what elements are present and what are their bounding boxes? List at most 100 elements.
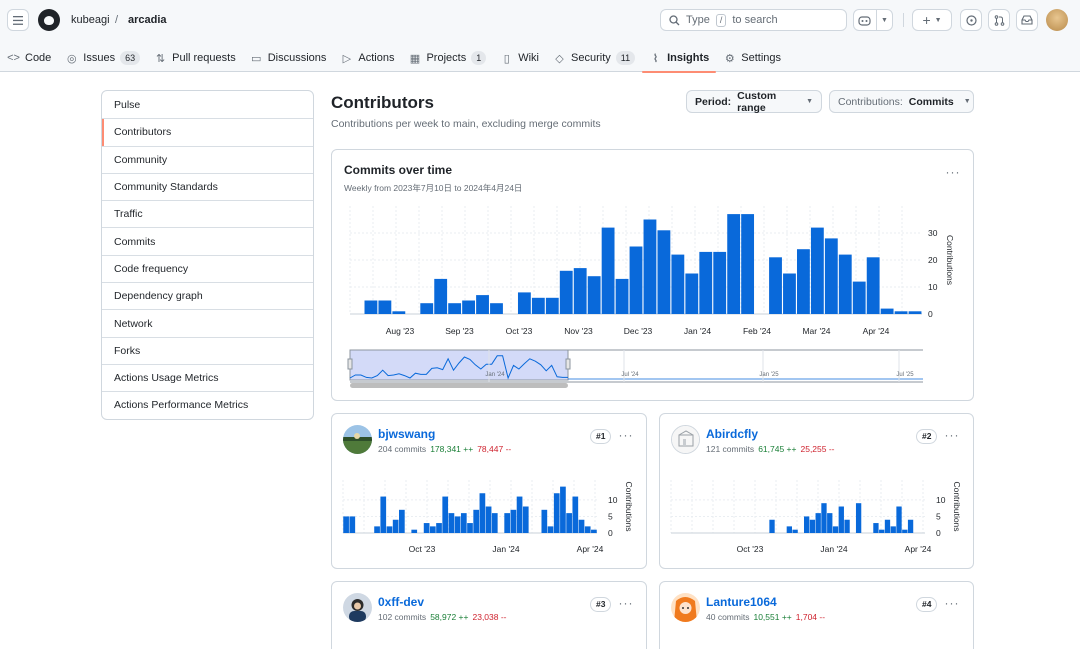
bar [436, 523, 442, 533]
tab-issues[interactable]: ◎ Issues 63 [58, 44, 147, 72]
commit-count[interactable]: 40 commits [706, 612, 750, 622]
tab-settings[interactable]: ⚙ Settings [716, 44, 788, 72]
bar [380, 496, 387, 533]
contributor-name[interactable]: bjwswang [378, 427, 436, 441]
tab-label: Projects [426, 52, 467, 64]
breadcrumb-owner[interactable]: kubeagi [71, 14, 110, 26]
card-options-button[interactable]: ··· [944, 428, 960, 442]
tab-actions[interactable]: ▷ Actions [333, 44, 401, 72]
sidebar-item-actions-usage-metrics[interactable]: Actions Usage Metrics [102, 363, 313, 391]
y-tick-label: 10 [928, 282, 938, 292]
sidebar-item-forks[interactable]: Forks [102, 336, 313, 364]
brush-tick-label: Jul '25 [896, 372, 914, 378]
copilot-button[interactable]: ▼ [853, 9, 893, 31]
menu-button[interactable] [7, 9, 29, 31]
bar [545, 297, 559, 314]
deletions-count: 78,447 -- [477, 444, 512, 454]
tab-pull-requests[interactable]: ⇅ Pull requests [147, 44, 243, 72]
user-avatar[interactable] [1046, 9, 1068, 31]
tab-discussions[interactable]: ▭ Discussions [243, 44, 334, 72]
search-input[interactable]: Type / to search [660, 9, 847, 31]
contributor-avatar[interactable] [343, 593, 372, 622]
sidebar-item-pulse[interactable]: Pulse [114, 98, 141, 111]
contributor-card: Abirdcfly 121 commits 61,745 ++ 25,255 -- … [659, 413, 974, 569]
bar [454, 516, 461, 533]
sidebar-item-commits[interactable]: Commits [102, 227, 313, 254]
card-options-button[interactable]: ··· [618, 596, 634, 610]
x-tick-label: Feb '24 [743, 326, 771, 336]
bar [378, 300, 392, 314]
tab-label: Discussions [267, 52, 327, 64]
x-tick-label: Jan '24 [820, 544, 847, 554]
sidebar-item-traffic[interactable]: Traffic [102, 200, 313, 227]
y-axis-label: Contributions [624, 481, 634, 531]
tab-counter: 63 [120, 51, 141, 65]
issues-button[interactable] [960, 9, 982, 31]
contributor-avatar[interactable] [671, 593, 700, 622]
contributor-name[interactable]: Lanture1064 [706, 595, 777, 609]
tab-security[interactable]: ◇ Security 11 [546, 44, 642, 72]
bar [386, 526, 393, 533]
inbox-button[interactable] [1016, 9, 1038, 31]
sidebar-item-dependency-graph[interactable]: Dependency graph [102, 282, 313, 309]
sidebar-item-community[interactable]: Community [102, 145, 313, 173]
bar [522, 506, 529, 533]
sidebar-item-actions-performance-metrics[interactable]: Actions Performance Metrics [102, 391, 313, 418]
table-icon: ▦ [409, 52, 421, 65]
x-tick-label: Nov '23 [564, 326, 593, 336]
tab-label: Insights [667, 52, 710, 64]
bar [485, 506, 492, 533]
contributor-name[interactable]: 0xff-dev [378, 595, 425, 609]
bar [479, 493, 486, 533]
contributor-name[interactable]: Abirdcfly [706, 427, 759, 441]
bar [844, 519, 850, 533]
page-title: Contributors [331, 93, 434, 112]
contributions-select[interactable]: Contributions: Commits ▼ [829, 90, 974, 113]
contributions-value: Commits [908, 95, 954, 108]
create-new-button[interactable]: + ▼ [912, 9, 952, 31]
bar [804, 516, 810, 533]
bar [448, 303, 462, 314]
bar [374, 526, 380, 533]
bar [713, 251, 727, 314]
contributor-avatar[interactable] [671, 425, 700, 454]
bar [531, 297, 545, 314]
bar [473, 509, 480, 533]
bar [566, 513, 572, 533]
bar [783, 273, 796, 314]
menu-icon [13, 15, 23, 25]
bar [879, 529, 885, 533]
tab-projects[interactable]: ▦ Projects 1 [401, 44, 493, 72]
bar [629, 246, 643, 314]
brush-tick-label: Jan '25 [759, 372, 779, 378]
sidebar-item-contributors[interactable]: Contributors [102, 118, 313, 146]
contributor-avatar[interactable] [343, 425, 372, 454]
period-select[interactable]: Period: Custom range ▼ [686, 90, 822, 114]
commit-count[interactable]: 121 commits [706, 444, 755, 454]
contributor-card: 0xff-dev 102 commits 58,972 ++ 23,038 -- #… [331, 581, 647, 649]
tab-insights[interactable]: ⌇ Insights [642, 44, 717, 73]
chart-options-button[interactable]: ··· [945, 165, 961, 179]
tab-wiki[interactable]: ▯ Wiki [493, 44, 546, 72]
x-tick-label: Apr '24 [905, 544, 932, 554]
brush-handle-left [347, 358, 353, 370]
sidebar-item-network[interactable]: Network [102, 309, 313, 336]
card-options-button[interactable]: ··· [944, 596, 960, 610]
chart-title: Commits over time [344, 163, 453, 177]
commit-count[interactable]: 204 commits [378, 444, 427, 454]
card-options-button[interactable]: ··· [618, 428, 634, 442]
book-icon: ▯ [503, 52, 510, 65]
bar [821, 503, 827, 533]
sidebar-item-community-standards[interactable]: Community Standards [102, 172, 313, 200]
commit-count[interactable]: 102 commits [378, 612, 427, 622]
bar [578, 519, 585, 533]
y-tick-label: 20 [928, 255, 938, 265]
bar [491, 513, 498, 533]
tab-code[interactable]: <> Code [0, 44, 58, 72]
bar [476, 295, 489, 314]
pull-requests-button[interactable] [988, 9, 1010, 31]
breadcrumb-repo[interactable]: arcadia [128, 14, 167, 26]
period-label: Period: [695, 95, 732, 108]
sidebar-item-code-frequency[interactable]: Code frequency [102, 254, 313, 282]
github-logo-icon[interactable] [38, 9, 60, 31]
